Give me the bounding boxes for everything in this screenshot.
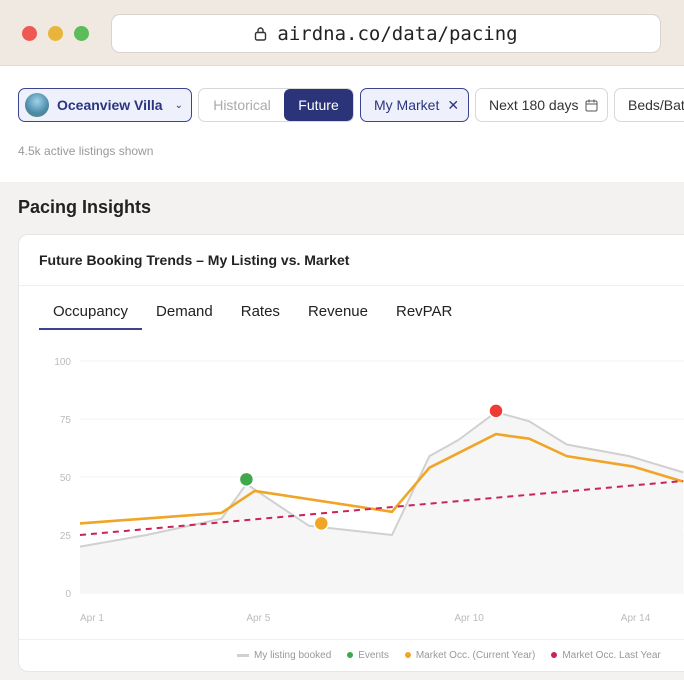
period-toggle[interactable]: Historical Future <box>198 88 354 122</box>
lock-icon <box>255 27 267 41</box>
series-line-1 <box>79 432 684 525</box>
x-tick-label: Apr 1 <box>80 613 104 624</box>
date-range-filter[interactable]: Next 180 days <box>475 88 608 122</box>
legend-label: Market Occ. Last Year <box>562 650 661 661</box>
legend-marker <box>347 652 354 659</box>
market-filter[interactable]: My Market ✕ <box>360 88 469 122</box>
beds-baths-filter[interactable]: Beds/Bat <box>614 88 684 122</box>
series-line-2 <box>79 479 684 536</box>
minimize-window-button[interactable] <box>48 26 63 41</box>
series-area <box>80 412 684 593</box>
listings-count: 4.5k active listings shown <box>18 144 154 158</box>
tab-revpar[interactable]: RevPAR <box>395 303 453 320</box>
tab-demand[interactable]: Demand <box>156 303 213 320</box>
calendar-icon <box>585 99 597 111</box>
legend-marker <box>404 652 411 659</box>
event-marker <box>238 471 255 488</box>
tab-rates[interactable]: Rates <box>240 303 280 320</box>
series-line-0 <box>79 411 684 548</box>
chevron-down-icon: ⌄ <box>174 99 183 111</box>
legend-item[interactable]: Market Occ. Last Year <box>551 650 661 661</box>
maximize-window-button[interactable] <box>74 26 89 41</box>
legend-marker <box>237 653 249 657</box>
event-marker <box>488 403 504 419</box>
close-window-button[interactable] <box>22 26 37 41</box>
legend-item[interactable]: My listing booked <box>237 650 331 661</box>
listing-name: Oceanview Villa <box>57 97 163 113</box>
legend-item[interactable]: Events <box>347 650 389 661</box>
y-tick-label: 25 <box>60 531 72 542</box>
filter-bar <box>0 66 684 182</box>
listing-thumbnail <box>25 93 49 117</box>
toggle-historical[interactable]: Historical <box>213 97 271 113</box>
toggle-future[interactable]: Future <box>284 89 353 121</box>
legend-label: Market Occ. (Current Year) <box>415 650 536 661</box>
beds-label: Beds/Bat <box>628 97 684 113</box>
url-text: airdna.co/data/pacing <box>277 22 518 45</box>
browser-chrome: airdna.co/data/pacing <box>0 0 684 66</box>
event-marker <box>313 515 330 532</box>
x-tick-label: Apr 5 <box>246 613 270 624</box>
x-tick-label: Apr 10 <box>454 613 484 624</box>
y-tick-label: 0 <box>65 589 71 600</box>
y-tick-label: 100 <box>54 357 71 368</box>
metric-tabs: Occupancy Demand Rates Revenue RevPAR <box>39 303 466 330</box>
tab-revenue[interactable]: Revenue <box>307 303 368 320</box>
address-bar[interactable]: airdna.co/data/pacing <box>111 14 661 53</box>
listing-selector[interactable]: Oceanview Villa ⌄ <box>18 88 192 122</box>
legend-label: My listing booked <box>254 650 332 661</box>
remove-icon[interactable]: ✕ <box>447 96 460 113</box>
market-label: My Market <box>374 97 440 113</box>
card-title: Future Booking Trends – My Listing vs. M… <box>39 252 350 268</box>
y-tick-label: 75 <box>60 415 72 426</box>
tab-occupancy[interactable]: Occupancy <box>39 303 143 330</box>
section-title: Pacing Insights <box>18 197 152 217</box>
x-tick-label: Apr 14 <box>621 613 651 624</box>
date-range-label: Next 180 days <box>489 97 579 113</box>
legend-label: Events <box>358 650 389 661</box>
legend-item[interactable]: Market Occ. (Current Year) <box>404 650 536 661</box>
y-tick-label: 50 <box>60 473 72 484</box>
chart-legend: My listing booked Events Market Occ. (Curr… <box>237 650 661 661</box>
legend-marker <box>551 652 558 659</box>
